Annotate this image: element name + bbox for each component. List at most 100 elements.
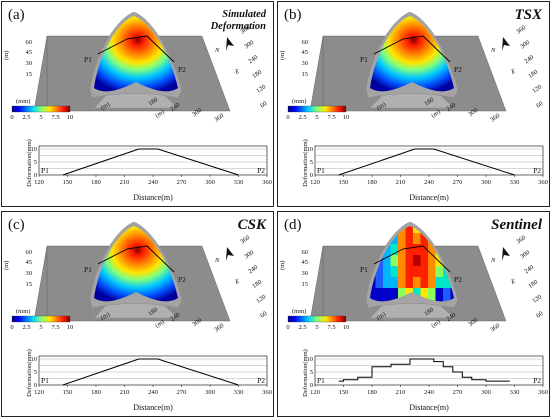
- deformation-cell: [383, 244, 391, 256]
- deformation-cell: [383, 226, 391, 234]
- profile-start-label: P1: [317, 166, 325, 175]
- colorbar: [11, 105, 71, 113]
- profile-y-tick-label: 10: [31, 146, 38, 153]
- x-tick-label: 300: [467, 317, 479, 328]
- profile-y-tick-label: 10: [307, 146, 314, 153]
- colorbar-tick-label: 2.5: [22, 324, 30, 331]
- x-tick-label: 180: [423, 96, 435, 107]
- panel-title: CSK: [238, 217, 267, 233]
- p2-label: P2: [454, 275, 462, 284]
- profile-x-tick-label: 300: [481, 389, 491, 396]
- deformation-cell: [450, 226, 454, 234]
- y-tick-label: 240: [247, 54, 259, 65]
- profile-x-tick-label: 300: [481, 179, 491, 186]
- colorbar-tick-label: 5: [39, 114, 42, 121]
- x-tick-label: 300: [467, 107, 479, 118]
- deformation-cell: [405, 244, 414, 256]
- profile-x-tick-label: 270: [177, 389, 187, 396]
- x-axis-unit: (m): [430, 109, 442, 120]
- y-tick-label: 240: [523, 264, 535, 275]
- z-tick-label: 60: [26, 39, 33, 46]
- deformation-dome: [94, 226, 178, 302]
- profile-x-tick-label: 150: [339, 389, 349, 396]
- panel-svg: P1 P2 (m) 60 45 30 15 360 300 240 180 120 60 E 180 240 3…: [3, 217, 272, 412]
- deformation-cell: [383, 288, 391, 300]
- profile-x-label: Distance(m): [409, 403, 449, 412]
- x-axis-unit: (m): [430, 319, 442, 330]
- profile-end-label: P2: [533, 376, 541, 385]
- p2-label: P2: [454, 65, 462, 74]
- profile-y-label: Deformation(mm): [302, 349, 309, 397]
- deformation-cell: [413, 255, 421, 267]
- profile-x-tick-label: 300: [205, 389, 215, 396]
- profile-line: [373, 245, 451, 273]
- profile-y-tick-label: 0: [34, 382, 37, 389]
- profile-x-tick-label: 120: [310, 179, 320, 186]
- profile-x-tick-label: 210: [396, 179, 406, 186]
- x-tick-label: 360: [213, 322, 225, 333]
- colorbar-tick-label: 7.5: [51, 324, 59, 331]
- x-axis-unit: (m): [154, 109, 166, 120]
- panel-label: (c): [8, 217, 25, 233]
- deformation-cell: [435, 277, 444, 289]
- east-label: E: [233, 278, 240, 286]
- colorbar: [11, 315, 71, 323]
- deformation-cell: [443, 233, 451, 245]
- north-label: N: [214, 47, 220, 54]
- y-tick-label: 300: [519, 39, 531, 50]
- deformation-cell: [435, 255, 444, 267]
- colorbar: [287, 315, 347, 323]
- profile-x-tick-label: 360: [262, 389, 272, 396]
- deformation-dome: [370, 16, 454, 92]
- profile-x-tick-label: 210: [120, 389, 130, 396]
- deformation-cell: [398, 255, 406, 267]
- profile-line: [97, 245, 175, 273]
- profile-x-tick-label: 120: [34, 179, 44, 186]
- deformation-cell: [390, 244, 399, 256]
- deformation-cell: [390, 233, 399, 245]
- deformation-dome: [94, 16, 178, 92]
- y-tick-label: 300: [243, 249, 255, 260]
- panel-svg: P1 P2 (m) 60 45 30 15 360 300 240 180 120 60 E 180 240 3…: [279, 217, 548, 412]
- y-tick-label: 360: [239, 24, 251, 35]
- profile-x-tick-label: 120: [34, 389, 44, 396]
- profile-x-tick-label: 330: [510, 179, 520, 186]
- deformation-cell: [435, 233, 444, 245]
- colorbar-tick-label: 0: [10, 114, 13, 121]
- colorbar-unit: (mm): [16, 98, 30, 105]
- z-tick-label: 15: [26, 281, 33, 288]
- y-tick-label: 180: [251, 69, 263, 80]
- deformation-cell: [398, 233, 406, 245]
- deformation-cell: [370, 233, 376, 245]
- profile-x-tick-label: 210: [396, 389, 406, 396]
- x-tick-label: 300: [191, 317, 203, 328]
- profile-x-tick-label: 210: [120, 179, 130, 186]
- z-tick-label: 30: [26, 270, 33, 277]
- x-tick-label: 180: [423, 306, 435, 317]
- profile-x-tick-label: 150: [339, 179, 349, 186]
- deformation-cell: [420, 244, 429, 256]
- panel-title-line: Deformation: [210, 21, 267, 32]
- north-label: N: [490, 257, 496, 264]
- z-axis-unit: (m): [3, 261, 10, 270]
- colorbar-unit: (mm): [16, 308, 30, 315]
- deformation-cell: [390, 255, 399, 267]
- profile-series-line: [338, 358, 510, 382]
- deformation-cell: [375, 233, 384, 245]
- panel-b: P1 P2 (m) 60 45 30 15 360 300 240 180 120 60 E 180 240 3…: [277, 1, 550, 207]
- profile-y-tick-label: 5: [310, 369, 313, 376]
- panel-d: P1 P2 (m) 60 45 30 15 360 300 240 180 120 60 E 180 240 3…: [277, 211, 550, 417]
- north-arrow-icon: [226, 37, 234, 51]
- z-tick-label: 15: [26, 71, 33, 78]
- colorbar-tick-label: 10: [343, 114, 350, 121]
- deformation-cell: [383, 266, 391, 278]
- profile-x-tick-label: 330: [234, 179, 244, 186]
- profile-start-label: P1: [41, 166, 49, 175]
- profile-y-tick-label: 0: [34, 172, 37, 179]
- panel-label: (a): [8, 7, 25, 23]
- deformation-cell: [428, 288, 436, 300]
- panel-title: Simulated Deformation: [210, 9, 267, 32]
- deformation-cell: [420, 288, 429, 300]
- colorbar-tick-label: 7.5: [327, 324, 335, 331]
- colorbar-tick-label: 2.5: [298, 324, 306, 331]
